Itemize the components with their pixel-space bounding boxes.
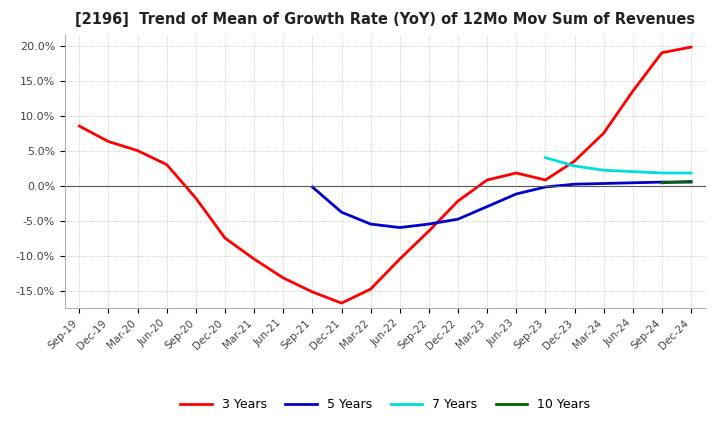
7 Years <box>629 169 637 174</box>
3 Years <box>250 257 258 262</box>
Line: 10 Years: 10 Years <box>662 181 691 183</box>
3 Years <box>337 301 346 306</box>
3 Years <box>395 257 404 262</box>
5 Years <box>657 180 666 185</box>
10 Years <box>687 179 696 184</box>
5 Years <box>570 182 579 187</box>
5 Years <box>687 180 696 185</box>
3 Years <box>163 162 171 167</box>
5 Years <box>629 180 637 185</box>
Line: 5 Years: 5 Years <box>312 182 691 227</box>
3 Years <box>104 139 113 144</box>
7 Years <box>599 168 608 173</box>
10 Years <box>657 180 666 185</box>
3 Years <box>512 170 521 176</box>
5 Years <box>512 191 521 197</box>
7 Years <box>657 170 666 176</box>
7 Years <box>570 163 579 169</box>
5 Years <box>308 184 317 190</box>
5 Years <box>395 225 404 230</box>
5 Years <box>366 221 375 227</box>
3 Years <box>483 177 492 183</box>
3 Years <box>133 148 142 153</box>
3 Years <box>75 124 84 129</box>
5 Years <box>483 204 492 209</box>
Line: 7 Years: 7 Years <box>546 158 691 173</box>
3 Years <box>308 289 317 294</box>
3 Years <box>425 228 433 234</box>
7 Years <box>687 170 696 176</box>
3 Years <box>599 131 608 136</box>
3 Years <box>454 198 462 204</box>
5 Years <box>599 181 608 186</box>
5 Years <box>337 209 346 215</box>
5 Years <box>454 216 462 222</box>
3 Years <box>570 158 579 164</box>
3 Years <box>541 177 550 183</box>
7 Years <box>541 155 550 160</box>
3 Years <box>192 195 200 201</box>
3 Years <box>629 88 637 94</box>
Legend: 3 Years, 5 Years, 7 Years, 10 Years: 3 Years, 5 Years, 7 Years, 10 Years <box>176 393 595 416</box>
3 Years <box>220 235 229 241</box>
5 Years <box>541 184 550 190</box>
Line: 3 Years: 3 Years <box>79 47 691 303</box>
3 Years <box>657 50 666 55</box>
5 Years <box>425 221 433 227</box>
3 Years <box>279 275 287 281</box>
3 Years <box>366 286 375 292</box>
Title: [2196]  Trend of Mean of Growth Rate (YoY) of 12Mo Mov Sum of Revenues: [2196] Trend of Mean of Growth Rate (YoY… <box>75 12 696 27</box>
3 Years <box>687 44 696 50</box>
